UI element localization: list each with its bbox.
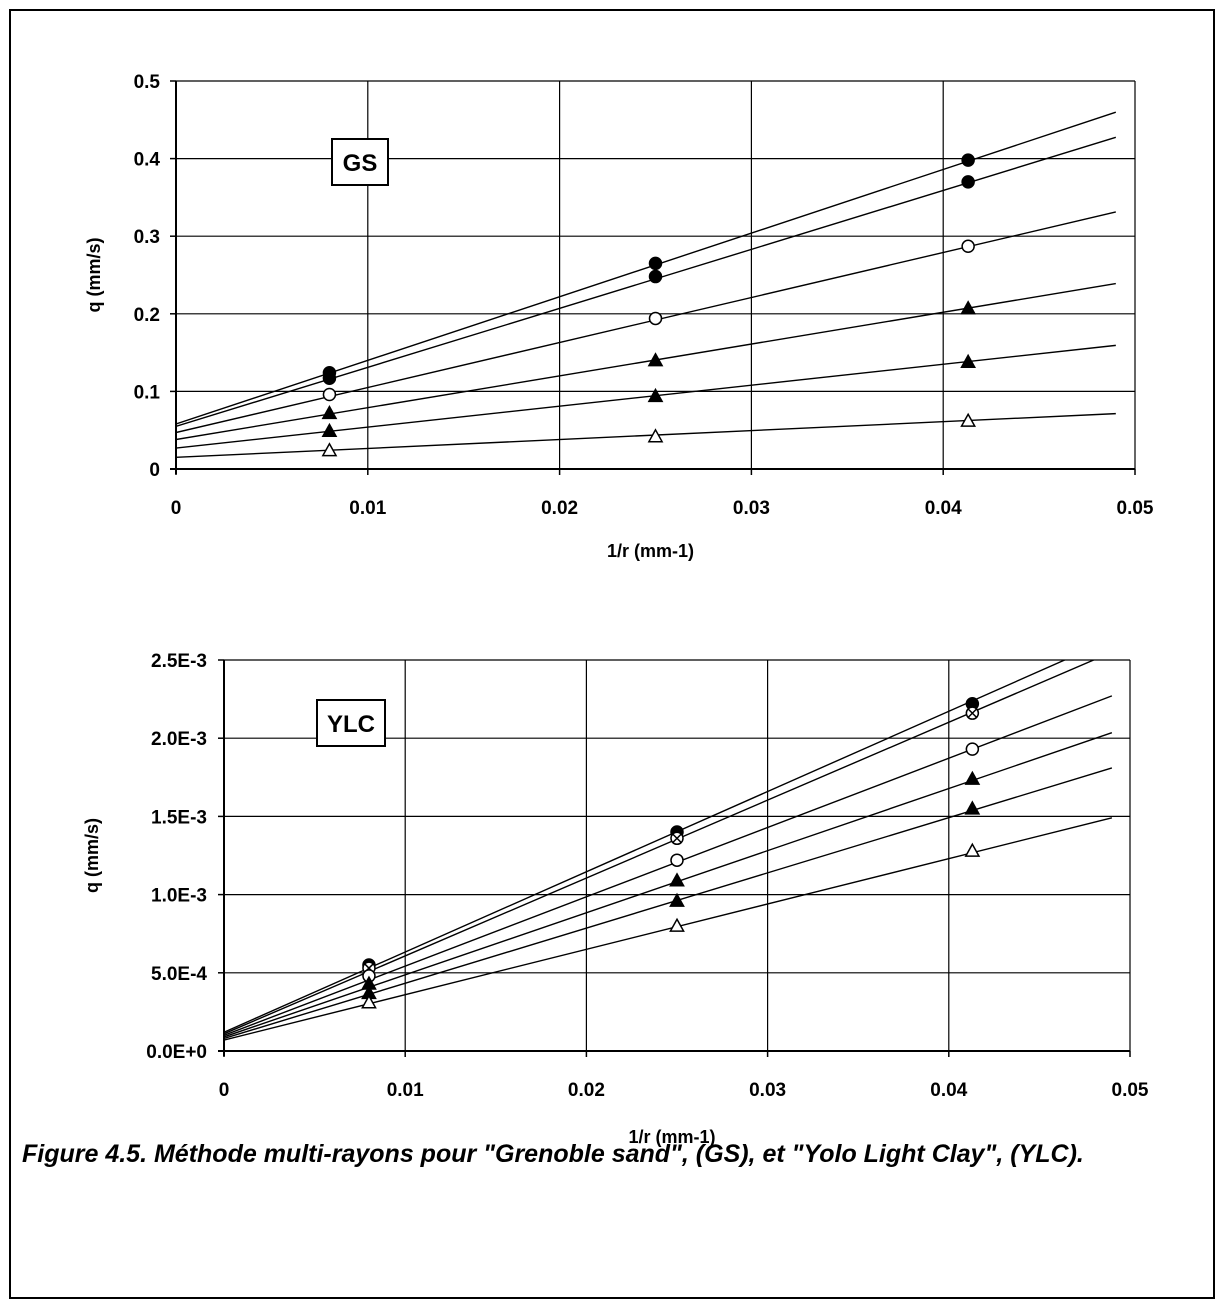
y-tick-label: 0.2 — [134, 305, 160, 326]
data-point-s6-3 — [960, 412, 977, 427]
chart-ylc: 0 0.01 0.02 0.03 0.04 0.05 0.0E+0 5.0E-4 1.0E-3 1… — [82, 651, 1149, 1147]
data-point-s1-3 — [961, 153, 975, 167]
x-tick-label: 0 — [219, 1080, 230, 1101]
x-tick-label: 0.05 — [1112, 1080, 1149, 1101]
data-point-s4-2 — [647, 352, 664, 367]
data-point-s3-3 — [961, 239, 975, 254]
data-point-s6-3 — [964, 842, 981, 857]
data-point-s4-2 — [669, 872, 685, 887]
fit-line-2 — [176, 136, 1117, 427]
data-point-s2-2 — [670, 831, 684, 846]
x-axis-label: 1/r (mm-1) — [607, 541, 694, 561]
data-point-s5-2 — [669, 892, 685, 907]
fit-lines — [176, 111, 1117, 459]
x-tick-label: 0.04 — [930, 1080, 967, 1101]
data-point-s3-3 — [965, 742, 980, 756]
data-point-s6-1 — [361, 994, 377, 1009]
y-axis-label: q (mm/s) — [84, 237, 104, 312]
x-tick-label: 0.02 — [541, 498, 578, 519]
y-tick-label: 0.5 — [134, 72, 161, 93]
fit-line-5 — [176, 344, 1116, 449]
x-tick-label: 0.03 — [733, 498, 770, 519]
y-axis-label: q (mm/s) — [82, 818, 102, 893]
y-tick-label: 0.4 — [134, 150, 161, 171]
y-tick-label: 2.5E-3 — [151, 651, 207, 672]
data-point-s5-2 — [647, 387, 664, 403]
chart-label-ylc: YLC — [327, 711, 375, 738]
data-point-s5-3 — [964, 800, 981, 815]
series-box — [331, 138, 389, 186]
data-point-s5-3 — [960, 353, 977, 368]
data-point-s6-1 — [321, 442, 338, 457]
fit-line-6 — [224, 817, 1113, 1041]
x-tick-label: 0.02 — [568, 1080, 605, 1101]
x-tick-label: 0.01 — [349, 498, 386, 519]
x-tick-label: 0.04 — [925, 498, 962, 519]
data-point-s5-1 — [321, 422, 338, 438]
y-tick-label: 2.0E-3 — [151, 729, 207, 750]
fit-line-3 — [176, 211, 1116, 434]
x-tick-label: 0.05 — [1117, 498, 1154, 519]
data-point-s6-2 — [647, 428, 664, 443]
data-point-s4-3 — [960, 300, 977, 315]
data-point-s3-2 — [670, 853, 684, 867]
data-point-s2-2 — [648, 269, 663, 284]
y-tick-label: 0.1 — [134, 382, 161, 403]
figure-caption: Figure 4.5. Méthode multi-rayons pour "G… — [22, 1140, 1084, 1168]
data-point-s2-3 — [961, 175, 975, 189]
x-tick-label: 0.01 — [387, 1080, 424, 1101]
fit-line-4 — [176, 282, 1116, 441]
chart-gs: 0 0.01 0.02 0.03 0.04 0.05 0 0.1 0.2 0.3 0.4 0.5 1/r… — [84, 72, 1154, 561]
data-point-s6-2 — [669, 917, 685, 932]
data-point-s4-3 — [964, 770, 981, 785]
x-axis-label: 1/r (mm-1) — [628, 1127, 715, 1147]
data-point-s2-1 — [322, 371, 337, 385]
fit-line-6 — [176, 412, 1116, 459]
data-point-s1-2 — [648, 256, 663, 271]
data-point-s4-1 — [321, 404, 338, 420]
chart-label-gs: GS — [343, 150, 378, 177]
y-tick-label: 5.0E-4 — [151, 964, 207, 985]
series-box — [316, 699, 386, 747]
fit-line-4 — [224, 732, 1113, 1038]
figure-frame — [9, 9, 1215, 1299]
x-tick-label: 0.03 — [749, 1080, 786, 1101]
y-tick-label: 1.5E-3 — [151, 807, 207, 828]
data-point-s3-1 — [322, 387, 337, 402]
fit-line-5 — [224, 767, 1113, 1040]
y-tick-label: 0.0E+0 — [146, 1042, 207, 1063]
y-tick-label: 0 — [149, 460, 160, 481]
data-point-s3-2 — [648, 311, 663, 326]
y-tick-label: 1.0E-3 — [151, 886, 207, 907]
data-point-s2-3 — [965, 706, 980, 720]
y-tick-label: 0.3 — [134, 227, 160, 248]
x-tick-label: 0 — [171, 498, 182, 519]
